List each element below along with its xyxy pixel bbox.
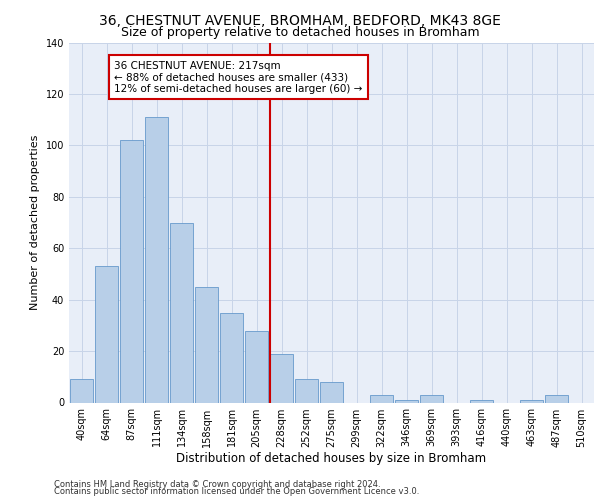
Bar <box>145 117 169 403</box>
Bar <box>295 380 319 402</box>
Bar <box>70 380 94 402</box>
Bar <box>419 395 443 402</box>
Bar <box>370 395 394 402</box>
Bar <box>170 222 193 402</box>
Bar <box>320 382 343 402</box>
Y-axis label: Number of detached properties: Number of detached properties <box>30 135 40 310</box>
Bar <box>520 400 544 402</box>
Text: Contains HM Land Registry data © Crown copyright and database right 2024.: Contains HM Land Registry data © Crown c… <box>54 480 380 489</box>
Bar <box>269 354 293 403</box>
Text: 36 CHESTNUT AVENUE: 217sqm
← 88% of detached houses are smaller (433)
12% of sem: 36 CHESTNUT AVENUE: 217sqm ← 88% of deta… <box>114 60 362 94</box>
Bar <box>470 400 493 402</box>
Bar <box>194 287 218 403</box>
Text: 36, CHESTNUT AVENUE, BROMHAM, BEDFORD, MK43 8GE: 36, CHESTNUT AVENUE, BROMHAM, BEDFORD, M… <box>99 14 501 28</box>
Bar <box>245 330 268 402</box>
Bar <box>119 140 143 402</box>
Text: Size of property relative to detached houses in Bromham: Size of property relative to detached ho… <box>121 26 479 39</box>
X-axis label: Distribution of detached houses by size in Bromham: Distribution of detached houses by size … <box>176 452 487 466</box>
Bar <box>95 266 118 402</box>
Text: Contains public sector information licensed under the Open Government Licence v3: Contains public sector information licen… <box>54 488 419 496</box>
Bar <box>220 312 244 402</box>
Bar <box>545 395 568 402</box>
Bar <box>395 400 418 402</box>
